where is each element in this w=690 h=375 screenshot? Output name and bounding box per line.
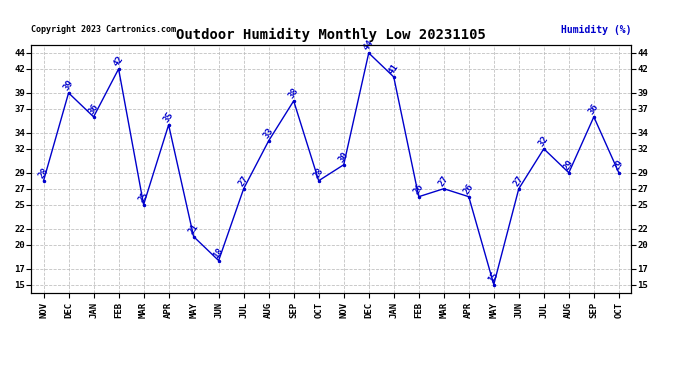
Text: 38: 38: [287, 86, 300, 100]
Text: 26: 26: [462, 182, 475, 196]
Text: 41: 41: [387, 62, 400, 76]
Text: 39: 39: [61, 78, 75, 92]
Text: 32: 32: [537, 134, 551, 148]
Text: 27: 27: [512, 174, 525, 188]
Text: 29: 29: [612, 158, 625, 172]
Title: Outdoor Humidity Monthly Low 20231105: Outdoor Humidity Monthly Low 20231105: [176, 28, 486, 42]
Text: Humidity (%): Humidity (%): [561, 25, 631, 35]
Text: 33: 33: [262, 126, 275, 140]
Text: 28: 28: [312, 166, 325, 180]
Text: 42: 42: [112, 54, 125, 68]
Text: 27: 27: [437, 174, 451, 188]
Text: 30: 30: [337, 150, 351, 164]
Text: 18: 18: [212, 246, 225, 260]
Text: 25: 25: [137, 190, 150, 204]
Text: 15: 15: [487, 270, 500, 284]
Text: 26: 26: [412, 182, 425, 196]
Text: 27: 27: [237, 174, 250, 188]
Text: 36: 36: [87, 102, 100, 116]
Text: 44: 44: [362, 38, 375, 52]
Text: 21: 21: [187, 222, 200, 236]
Text: 36: 36: [587, 102, 600, 116]
Text: Copyright 2023 Cartronics.com: Copyright 2023 Cartronics.com: [31, 25, 176, 34]
Text: 35: 35: [161, 110, 175, 124]
Text: 29: 29: [562, 158, 575, 172]
Text: 28: 28: [37, 166, 50, 180]
